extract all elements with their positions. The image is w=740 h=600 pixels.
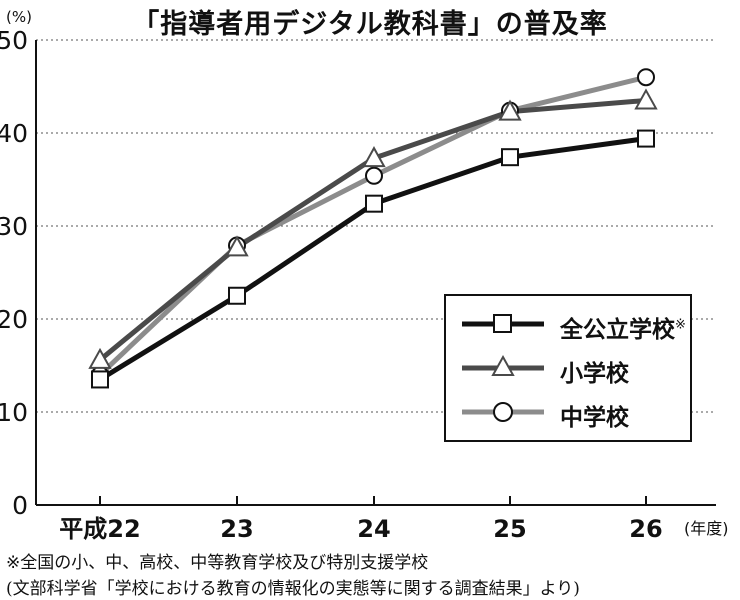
legend-swatch-elementary	[462, 354, 544, 376]
marker-s0-p4	[637, 129, 655, 148]
chart-title: 「指導者用デジタル教科書」の普及率	[132, 9, 608, 40]
marker-s2-p2	[365, 166, 383, 185]
marker-s0-p0	[91, 370, 109, 389]
source-note: (文部科学省「学校における教育の情報化の実態等に関する調査結果」より)	[6, 579, 580, 599]
footnote: ※全国の小、中、高校、中等教育学校及び特別支援学校	[6, 553, 429, 573]
y-axis-unit: (%)	[6, 8, 32, 26]
marker-s1-p0	[88, 347, 112, 369]
y-tick-label-0: 0	[12, 491, 28, 520]
y-tick-label-20: 20	[0, 305, 28, 334]
marker-s1-p2	[362, 146, 386, 168]
y-tick-label-50: 50	[0, 26, 28, 55]
x-tick-label-3: 25	[493, 515, 526, 543]
legend-swatch-junior-high	[462, 402, 544, 422]
legend-label-all-note-mark: ※	[675, 317, 686, 333]
legend-swatch-all	[462, 314, 544, 333]
legend-label-elementary: 小学校	[560, 361, 629, 387]
legend-label-junior-high: 中学校	[560, 405, 629, 431]
x-tick-label-2: 24	[357, 515, 390, 543]
y-tick-label-40: 40	[0, 119, 28, 148]
x-tick-label-0: 平成22	[59, 515, 140, 543]
x-tick-label-1: 23	[220, 515, 253, 543]
legend-item-elementary: 小学校	[446, 346, 690, 390]
marker-s1-p1	[225, 235, 249, 257]
x-axis-unit: (年度)	[684, 519, 729, 538]
marker-s2-p4	[637, 68, 655, 87]
marker-s1-p4	[634, 88, 658, 110]
legend-item-junior-high: 中学校	[446, 390, 690, 434]
marker-s0-p1	[228, 286, 246, 305]
legend-item-all: 全公立学校※	[446, 302, 690, 346]
legend: 全公立学校※ 小学校 中学校	[444, 294, 692, 442]
y-tick-label-30: 30	[0, 212, 28, 241]
marker-s0-p3	[501, 148, 519, 167]
y-tick-label-10: 10	[0, 398, 28, 427]
x-tick-label-4: 26	[629, 515, 662, 543]
legend-label-all: 全公立学校	[560, 317, 675, 343]
marker-s1-p3	[498, 99, 522, 121]
marker-s0-p2	[365, 194, 383, 213]
